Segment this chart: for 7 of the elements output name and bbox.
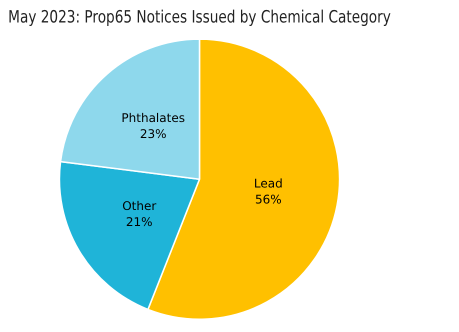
slice-label: Lead (254, 176, 283, 190)
data-label: 21% (126, 214, 153, 229)
data-label: 56% (254, 192, 282, 206)
slice-label: Other (122, 198, 156, 213)
slice-label: Phthalates (121, 110, 185, 125)
data-label: 23% (140, 126, 167, 141)
chart-title: May 2023: Prop65 Notices Issued by Chemical Category (8, 7, 391, 28)
